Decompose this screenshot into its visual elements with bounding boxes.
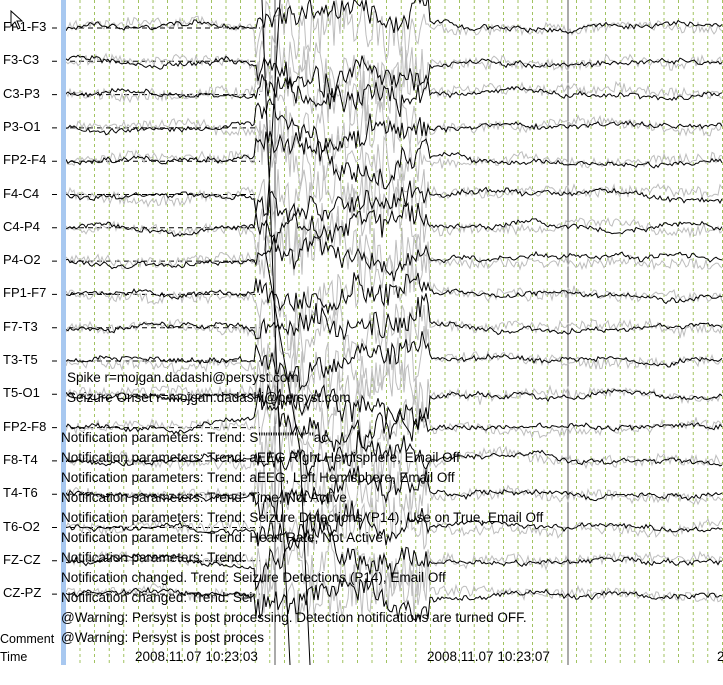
channel-label-p4-o2[interactable]: P4-O2	[3, 252, 41, 268]
annotation-item[interactable]: Spike r=mojgan.dadashi@persyst.com	[67, 370, 299, 385]
eeg-trace-t6-o2	[65, 489, 723, 559]
eeg-trace-cz-pz	[65, 555, 723, 624]
annotation-item[interactable]: Notification parameters: Trend:	[61, 550, 246, 565]
channel-label-f7-t3[interactable]: F7-T3	[3, 318, 38, 334]
eeg-trace-f4-c4	[65, 163, 723, 221]
channel-label-t6-o2[interactable]: T6-O2	[3, 518, 40, 534]
artifact-sweep	[261, 0, 311, 666]
annotation-item[interactable]: Notification parameters: Trend: Seizure …	[61, 510, 544, 525]
annotation-item[interactable]: Notification parameters: Trend: Time, No…	[61, 490, 347, 505]
time-label-2: 2008.11.07 10:23:07	[427, 649, 550, 664]
channel-label-f4-c4[interactable]: F4-C4	[3, 185, 40, 201]
channel-label-c4-p4[interactable]: C4-P4	[3, 218, 40, 234]
eeg-trace-t5-o1	[65, 383, 723, 442]
eeg-trace-fz-cz	[65, 536, 723, 598]
annotation-item[interactable]: Seizure Onset r=mojgan.dadashi@persyst.c…	[67, 390, 351, 405]
eeg-trace-fp2-f8	[65, 394, 723, 453]
annotation-item[interactable]: Notification parameters: Trend: S"""""""…	[61, 430, 329, 445]
eeg-trace-p4-o2	[65, 235, 723, 282]
eeg-trace-c4-p4	[65, 201, 723, 244]
sidebar-divider	[61, 0, 66, 665]
annotation-item[interactable]: Notification parameters: Trend: Heart Ra…	[61, 530, 383, 545]
eeg-trace-f7-t3	[65, 302, 723, 370]
eeg-trace-f8-t4	[65, 430, 723, 478]
eeg-trace-p3-o1	[65, 96, 723, 168]
channel-label-fp2-f8[interactable]: FP2-F8	[3, 418, 47, 434]
eeg-trace-t4-t6	[65, 465, 723, 520]
eeg-trace-f4-c4	[65, 180, 723, 222]
annotation-item[interactable]: Notification parameters: Trend: aEEG, Le…	[61, 470, 455, 485]
channel-label-fz-cz[interactable]: FZ-CZ	[3, 551, 41, 567]
annotation-item[interactable]: Notification changed. Trend: Seizure Det…	[61, 570, 446, 585]
eeg-trace-f3-c3	[65, 54, 723, 98]
eeg-trace-t6-o2	[65, 500, 723, 552]
eeg-trace-t5-o1	[65, 350, 723, 431]
time-row-label: Time	[0, 650, 28, 664]
eeg-trace-c3-p3	[65, 56, 723, 124]
eeg-trace-t3-t5	[65, 331, 723, 392]
comment-row-label: Comment	[0, 632, 55, 646]
time-label-1: 2008.11.07 10:23:03	[135, 649, 258, 664]
eeg-trace-fp1-f7	[65, 247, 723, 355]
annotation-item[interactable]: @Warning: Persyst is post processing. De…	[61, 610, 527, 625]
channel-label-c3-p3[interactable]: C3-P3	[3, 85, 40, 101]
channel-label-t5-o1[interactable]: T5-O1	[3, 385, 40, 401]
annotation-item[interactable]: Notification parameters: Trend: aEEG Rig…	[61, 450, 460, 465]
mouse-pointer-icon	[10, 10, 24, 30]
channel-label-fp2-f4[interactable]: FP2-F4	[3, 152, 47, 168]
eeg-trace-p3-o1	[65, 97, 723, 154]
eeg-trace-fp1-f3	[65, 0, 723, 35]
channel-label-f3-c3[interactable]: F3-C3	[3, 52, 40, 68]
eeg-trace-fz-cz	[65, 519, 722, 591]
channel-label-fp1-f7[interactable]: FP1-F7	[3, 285, 47, 301]
eeg-trace-fp1-f7	[65, 272, 723, 314]
channel-label-t3-t5[interactable]: T3-T5	[3, 352, 38, 367]
eeg-trace-p4-o2	[65, 212, 723, 279]
channel-label-cz-pz[interactable]: CZ-PZ	[3, 585, 42, 601]
black-traces	[65, 0, 723, 666]
eeg-trace-fp2-f4	[65, 131, 723, 190]
channel-label-p3-o1[interactable]: P3-O1	[3, 118, 41, 134]
eeg-trace-c3-p3	[65, 74, 723, 118]
time-label-3: 2	[717, 649, 723, 664]
channel-label-t4-t6[interactable]: T4-T6	[3, 485, 38, 501]
annotation-item[interactable]: @Warning: Persyst is post proces	[61, 630, 265, 645]
eeg-trace-c4-p4	[65, 186, 723, 265]
annotation-item[interactable]: Notification changed: Trend: Sei	[61, 590, 253, 605]
eeg-trace-f7-t3	[65, 293, 723, 340]
gray-traces	[65, 0, 723, 624]
eeg-trace-t4-t6	[65, 460, 723, 530]
eeg-trace-cz-pz	[65, 576, 723, 623]
eeg-trace-f8-t4	[65, 426, 723, 496]
eeg-trace-f3-c3	[65, 31, 723, 103]
channel-label-f8-t4[interactable]: F8-T4	[3, 451, 38, 467]
